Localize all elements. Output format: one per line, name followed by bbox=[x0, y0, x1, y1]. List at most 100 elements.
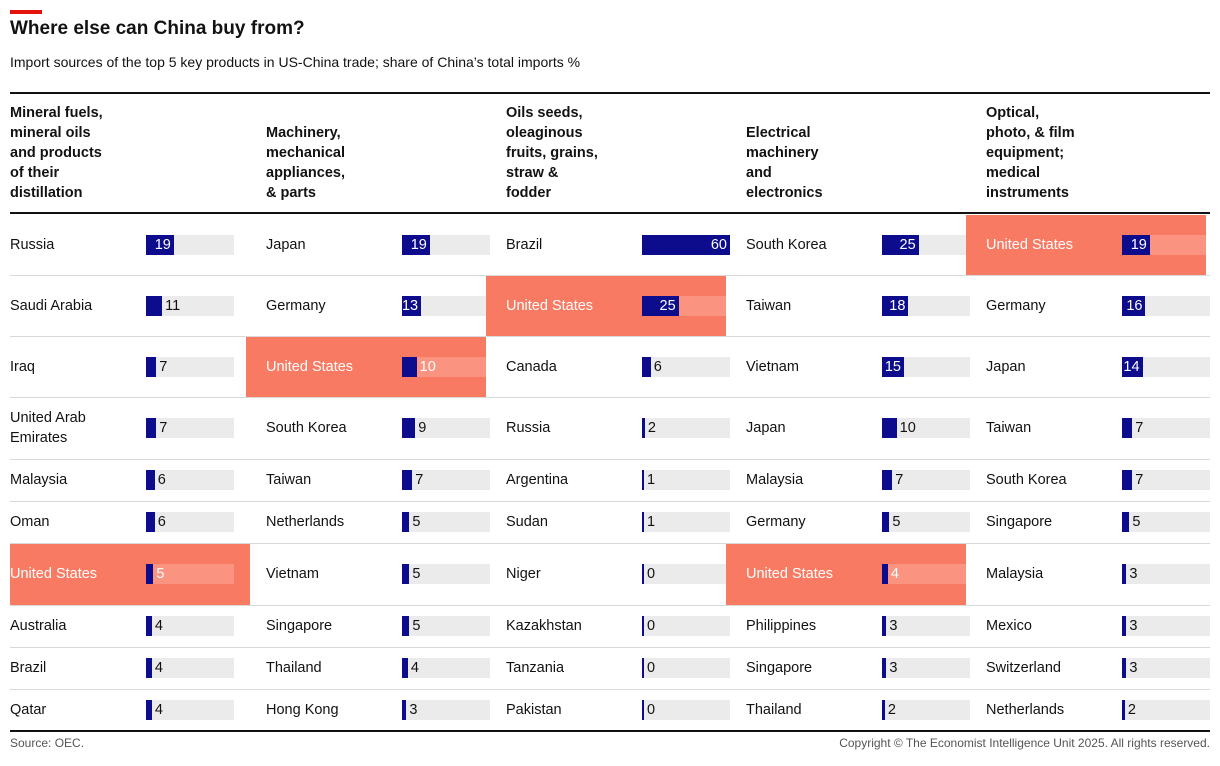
country-label: Malaysia bbox=[746, 472, 804, 488]
bar-track: 7 bbox=[146, 356, 234, 377]
value-bar bbox=[146, 700, 152, 720]
country-label: Thailand bbox=[266, 660, 322, 676]
bar-track: 4 bbox=[146, 658, 234, 678]
country-label: Netherlands bbox=[266, 514, 345, 530]
value-label: 5 bbox=[412, 618, 421, 634]
table-top-rule bbox=[10, 92, 1210, 94]
country-label: Vietnam bbox=[266, 566, 319, 582]
country-label: Singapore bbox=[746, 660, 813, 676]
value-bar bbox=[1122, 616, 1127, 636]
value-bar bbox=[642, 700, 644, 720]
value-bar bbox=[882, 470, 893, 490]
country-label: South Korea bbox=[266, 420, 347, 436]
country-label: Hong Kong bbox=[266, 702, 339, 718]
country-label: Brazil bbox=[506, 236, 543, 253]
bar-track: 3 bbox=[1122, 616, 1210, 636]
country-label: Saudi Arabia bbox=[10, 297, 93, 314]
country-label: Taiwan bbox=[986, 420, 1032, 436]
bar-track: 0 bbox=[642, 658, 730, 678]
bar-track: 4 bbox=[146, 700, 234, 720]
country-label: Niger bbox=[506, 566, 541, 582]
value-label: 3 bbox=[889, 618, 898, 634]
bar-track: 3 bbox=[882, 616, 970, 636]
bar-track: 3 bbox=[882, 658, 970, 678]
value-label: 7 bbox=[415, 472, 424, 488]
value-bar bbox=[146, 418, 157, 438]
bar-track: 13 bbox=[401, 295, 490, 316]
value-bar bbox=[1122, 564, 1127, 584]
value-bar bbox=[402, 295, 422, 316]
value-bar bbox=[882, 295, 909, 316]
country-label: Argentina bbox=[506, 472, 569, 488]
value-label: 19 bbox=[410, 236, 427, 253]
bar-track: 2 bbox=[1122, 700, 1210, 720]
country-label: Singapore bbox=[986, 514, 1053, 530]
bar-track: 1 bbox=[642, 470, 730, 490]
bar-track: 2 bbox=[882, 700, 970, 720]
country-label: United States bbox=[506, 297, 594, 314]
bar-track: 3 bbox=[1122, 564, 1210, 584]
value-label: 25 bbox=[659, 297, 676, 314]
value-label: 2 bbox=[887, 702, 896, 718]
value-label: 7 bbox=[159, 420, 168, 436]
value-bar bbox=[882, 658, 887, 678]
column-header-line: and bbox=[746, 165, 772, 181]
value-bar bbox=[1122, 356, 1143, 377]
value-bar bbox=[402, 564, 410, 584]
value-label: 11 bbox=[165, 297, 181, 314]
column-header-line: distillation bbox=[10, 185, 83, 201]
column-header-line: & parts bbox=[266, 185, 316, 201]
value-bar bbox=[146, 295, 163, 316]
country-label: South Korea bbox=[986, 472, 1067, 488]
value-label: 1 bbox=[647, 514, 656, 530]
value-bar bbox=[146, 658, 152, 678]
country-label: Japan bbox=[746, 420, 786, 436]
column-header-line: mechanical bbox=[266, 145, 345, 161]
bar-track: 5 bbox=[882, 512, 970, 532]
bar-track: 11 bbox=[146, 295, 234, 316]
country-label: Philippines bbox=[746, 618, 817, 634]
column-header-line: equipment; bbox=[986, 145, 1065, 161]
value-label: 13 bbox=[401, 297, 419, 314]
bar-track: 60 bbox=[642, 234, 730, 255]
bar-track: 5 bbox=[402, 512, 490, 532]
value-bar bbox=[882, 616, 887, 636]
bar-track: 0 bbox=[642, 700, 730, 720]
column-header-line: mineral oils bbox=[10, 125, 91, 141]
column-header-line: electronics bbox=[746, 185, 823, 201]
value-label: 3 bbox=[1129, 660, 1138, 676]
column-header: Oils seeds, oleaginous fruits, grains, stra… bbox=[506, 103, 598, 203]
bar-track: 5 bbox=[146, 564, 234, 584]
value-bar bbox=[1122, 512, 1130, 532]
value-bar bbox=[146, 356, 157, 377]
row-separator bbox=[10, 459, 1210, 460]
bar-track: 19 bbox=[146, 234, 234, 255]
column-header: Electrical machinery and electronics bbox=[746, 123, 823, 203]
row-separator bbox=[10, 397, 1210, 398]
bar-track: 4 bbox=[146, 616, 234, 636]
value-bar bbox=[146, 616, 152, 636]
value-label: 25 bbox=[899, 236, 916, 253]
country-label: Brazil bbox=[10, 660, 47, 676]
country-label: Vietnam bbox=[746, 358, 799, 375]
bar-track: 7 bbox=[1122, 418, 1210, 438]
value-label: 5 bbox=[412, 514, 421, 530]
country-label: Singapore bbox=[266, 618, 333, 634]
value-label: 5 bbox=[412, 566, 421, 582]
country-label: Taiwan bbox=[266, 472, 312, 488]
country-label: Japan bbox=[266, 236, 306, 253]
value-label: 3 bbox=[409, 702, 418, 718]
value-bar bbox=[642, 356, 651, 377]
chart-title: Where else can China buy from? bbox=[10, 18, 305, 39]
country-label: Sudan bbox=[506, 514, 548, 530]
row-separator bbox=[10, 275, 1210, 276]
column-header-line: medical bbox=[986, 165, 1040, 181]
country-label: Russia bbox=[10, 236, 55, 253]
value-bar bbox=[146, 564, 154, 584]
value-bar bbox=[882, 700, 885, 720]
country-label: South Korea bbox=[746, 236, 827, 253]
column-header-line: Electrical bbox=[746, 125, 811, 141]
column-header-line: instruments bbox=[986, 185, 1069, 201]
value-label: 7 bbox=[895, 472, 904, 488]
bar-track: 5 bbox=[1122, 512, 1210, 532]
